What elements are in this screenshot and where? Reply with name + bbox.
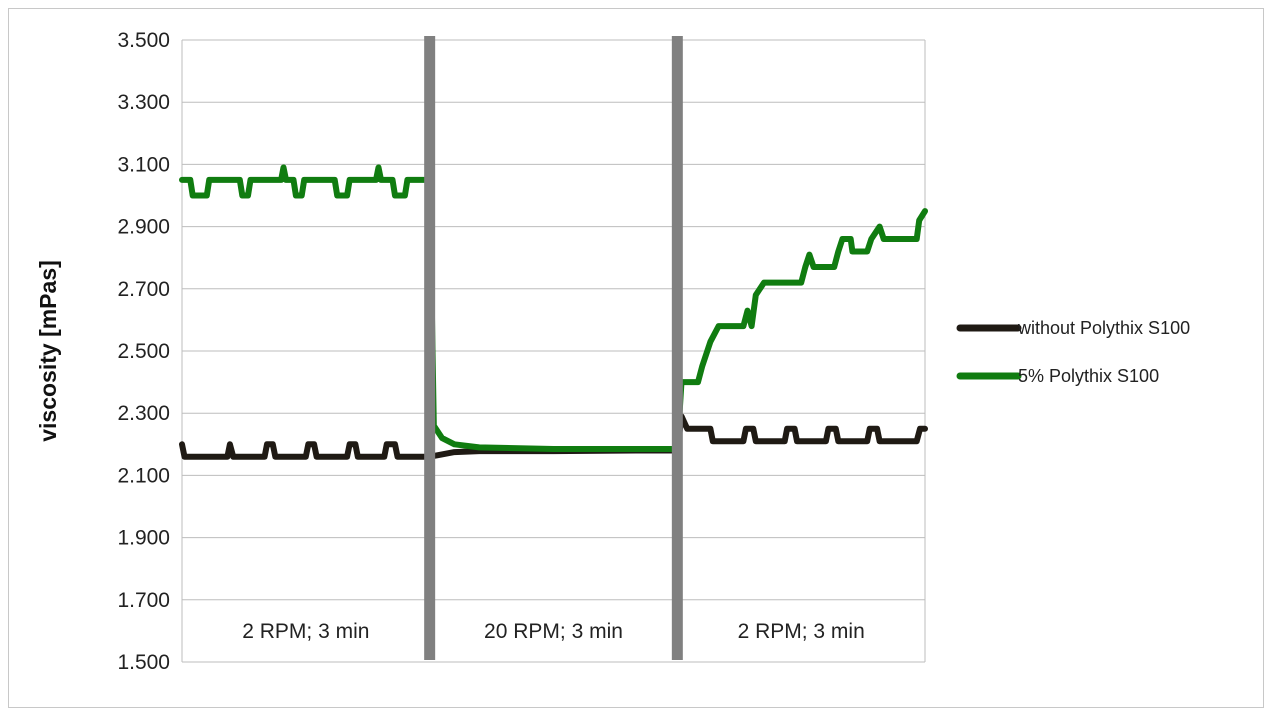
series-line-2 xyxy=(179,164,928,452)
y-tick-label: 2.500 xyxy=(117,340,170,363)
y-tick-label: 1.500 xyxy=(117,651,170,674)
legend: without Polythix S100 5% Polythix S100 xyxy=(956,318,1190,386)
y-axis-label: viscosity [mPas] xyxy=(35,260,61,442)
chart-frame xyxy=(8,8,1264,708)
y-tick-label: 1.700 xyxy=(117,589,170,612)
y-tick-label: 2.900 xyxy=(117,216,170,239)
segment-label-3: 2 RPM; 3 min xyxy=(738,620,865,643)
legend-label-2: 5% Polythix S100 xyxy=(1018,366,1159,386)
segment-labels: 2 RPM; 3 min 20 RPM; 3 min 2 RPM; 3 min xyxy=(242,620,865,643)
gridlines xyxy=(181,39,926,663)
y-tick-labels: 3.500 3.300 3.100 2.900 2.700 2.500 2.300 2.100… xyxy=(117,29,170,674)
segment-label-2: 20 RPM; 3 min xyxy=(484,620,623,643)
y-tick-label: 1.900 xyxy=(117,527,170,550)
y-tick-label: 3.300 xyxy=(117,91,170,114)
y-tick-label: 2.100 xyxy=(117,464,170,487)
y-tick-label: 2.300 xyxy=(117,402,170,425)
viscosity-chart: 3.500 3.300 3.100 2.900 2.700 2.500 2.300 2.100… xyxy=(35,29,1190,674)
y-tick-label: 2.700 xyxy=(117,278,170,301)
y-tick-label: 3.500 xyxy=(117,29,170,52)
series-lines xyxy=(179,164,928,460)
legend-label-1: without Polythix S100 xyxy=(1017,318,1190,338)
segment-dividers xyxy=(424,36,683,660)
y-tick-label: 3.100 xyxy=(117,153,170,176)
segment-label-1: 2 RPM; 3 min xyxy=(242,620,369,643)
